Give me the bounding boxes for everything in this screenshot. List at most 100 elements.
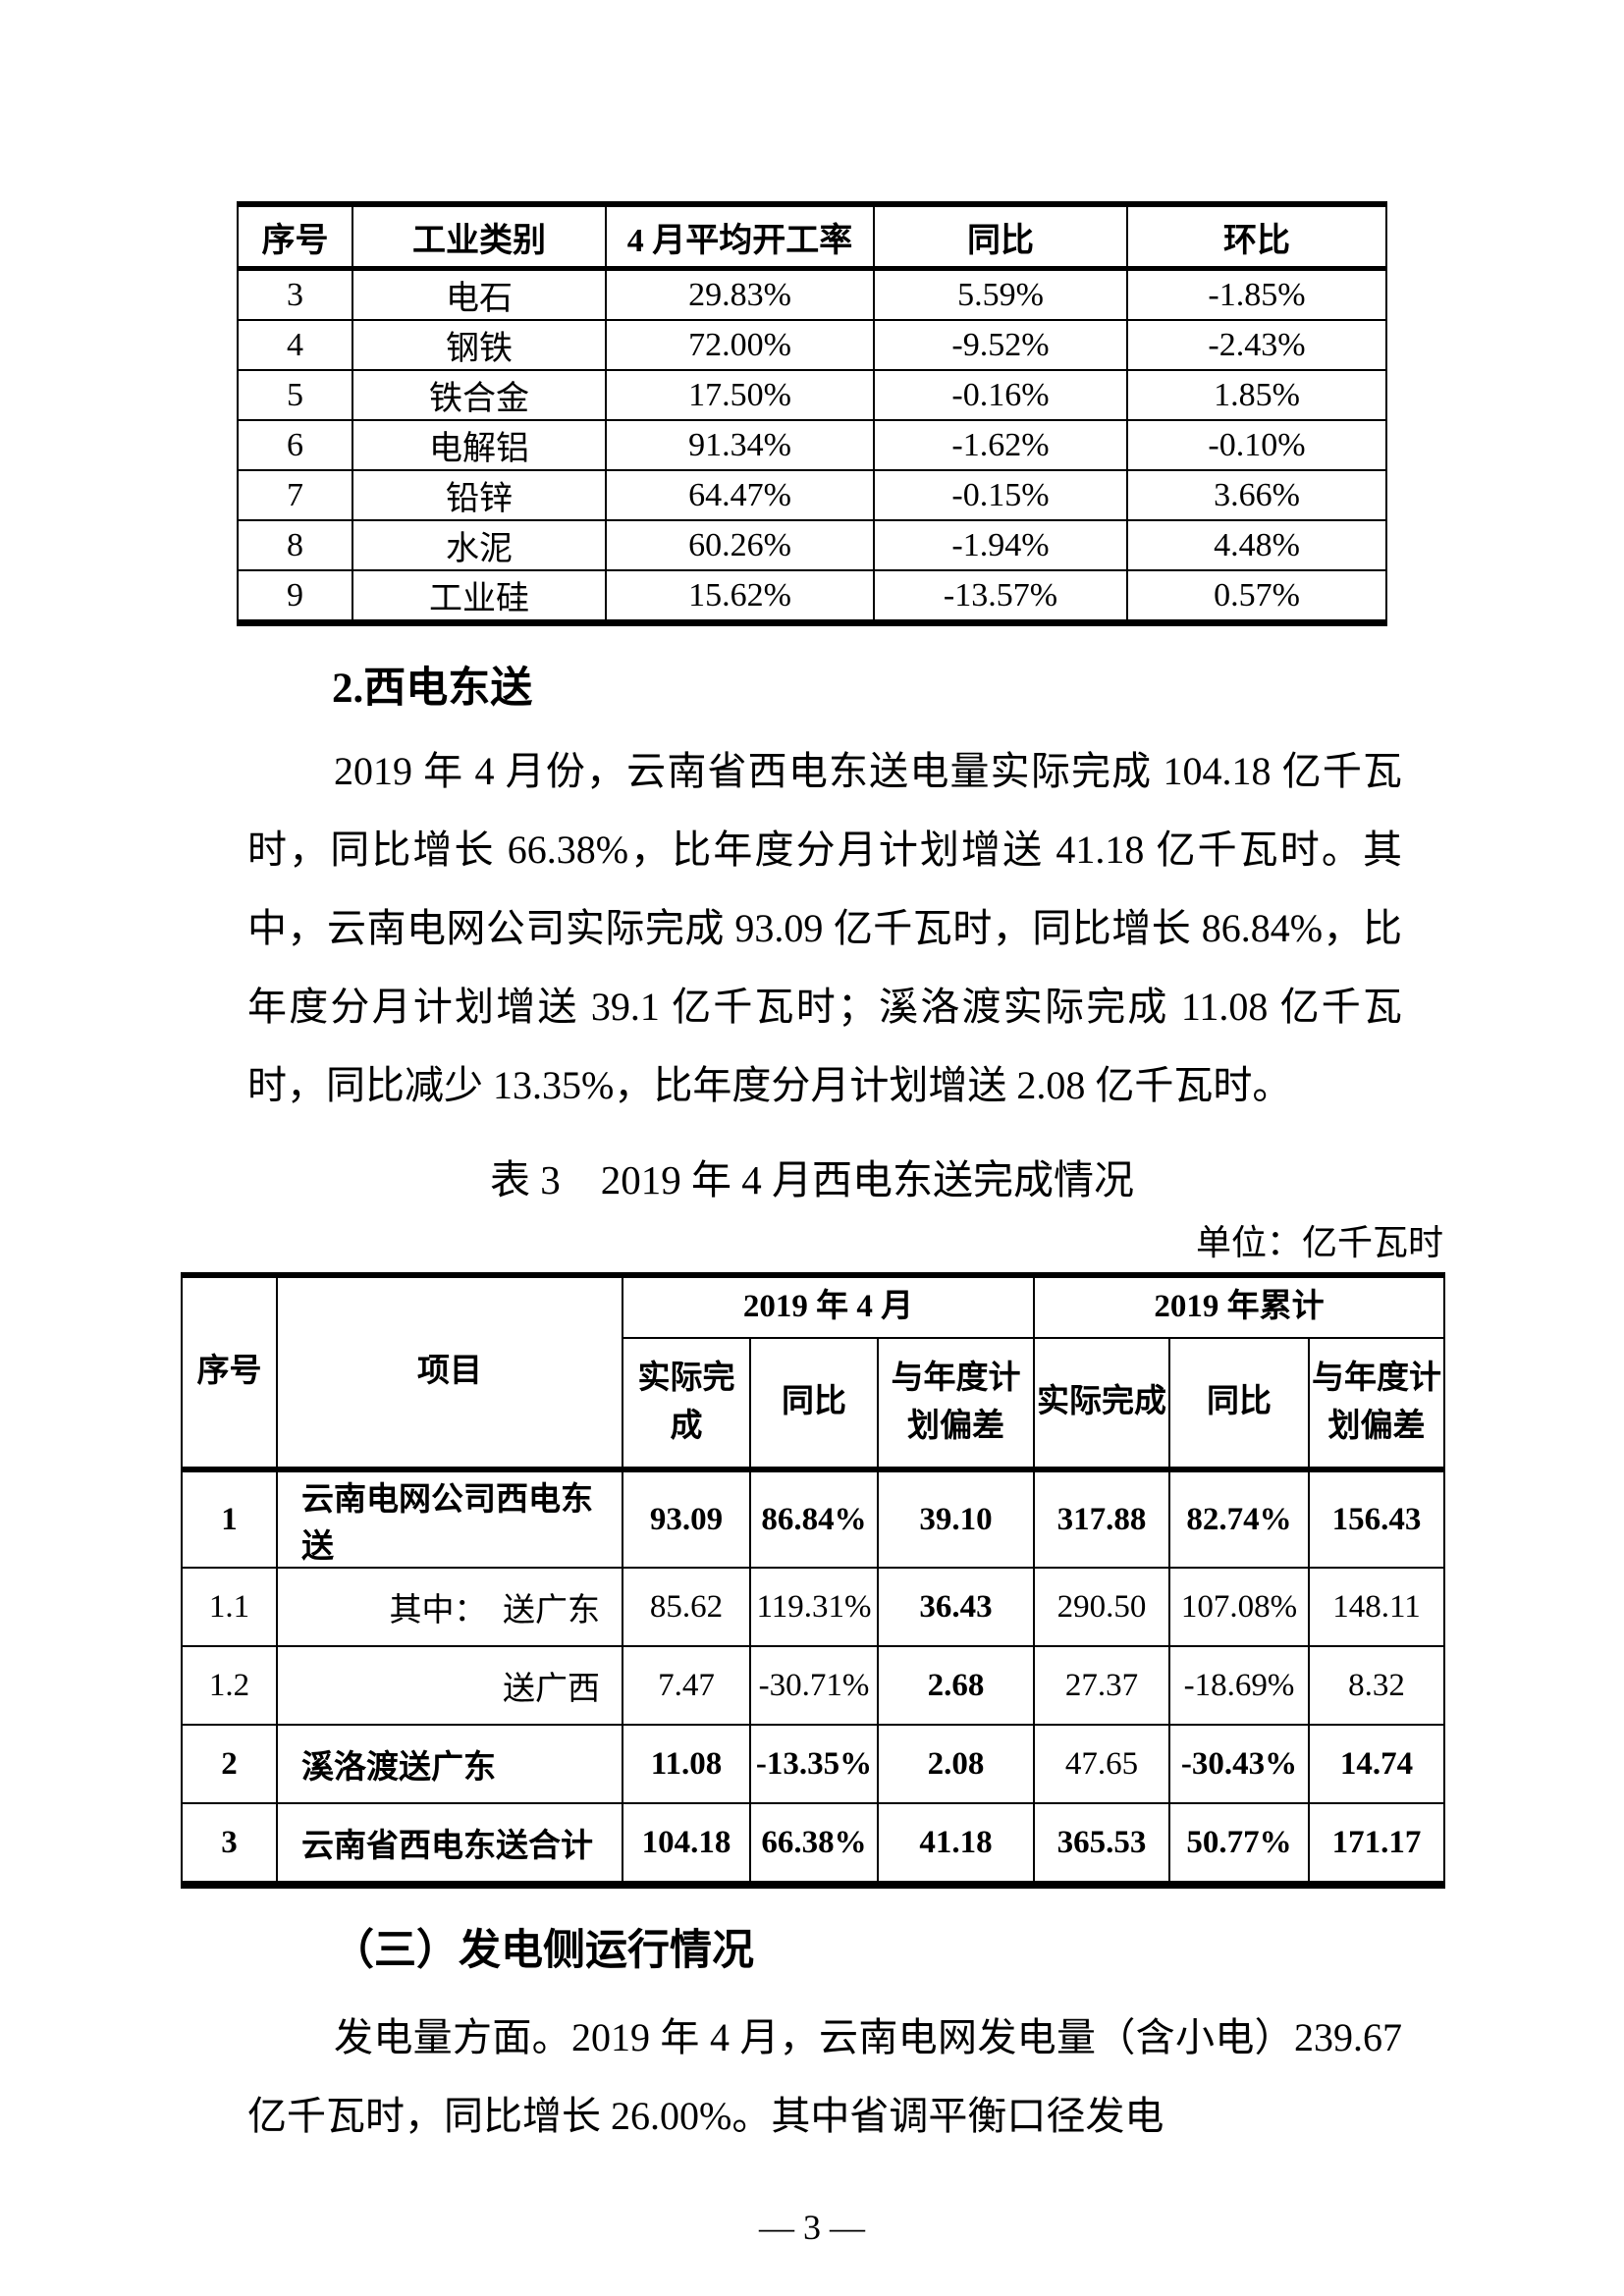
table-cell: 水泥 [352, 519, 607, 571]
page-number: — 3 — [759, 2208, 865, 2247]
value-cell: 27.37 [1033, 1645, 1171, 1726]
west-east-power-table: 序号 项目 2019 年 4 月 2019 年累计 实际完成 同比 与年度计划偏… [181, 1272, 1446, 1889]
row-number-cell: 1.1 [181, 1567, 278, 1647]
value-cell: 119.31% [749, 1567, 879, 1647]
table-cell: 电石 [352, 267, 607, 321]
row-number-cell: 1 [181, 1468, 278, 1569]
table-cell: 钢铁 [352, 319, 607, 371]
table-cell: 0.57% [1126, 569, 1387, 624]
col-header-yoy-cum: 同比 [1168, 1337, 1311, 1472]
value-cell: 39.10 [876, 1468, 1036, 1569]
col-header-plandev-cum: 与年度计划偏差 [1308, 1337, 1446, 1472]
value-cell: 365.53 [1033, 1802, 1171, 1886]
table-row: 7 铅锌 64.47% -0.15% 3.66% [237, 469, 1387, 521]
table-cell: 铁合金 [352, 369, 607, 421]
table-cell: -1.62% [873, 419, 1128, 471]
table-header-row: 序号 工业类别 4 月平均开工率 同比 环比 [237, 203, 1387, 271]
table-row: 5 铁合金 17.50% -0.16% 1.85% [237, 369, 1387, 421]
industry-operating-rate-table: 序号 工业类别 4 月平均开工率 同比 环比 3 电石 29.83% 5.59% -1.… [237, 201, 1387, 626]
table-cell: 17.50% [605, 369, 875, 421]
col-header-rate: 4 月平均开工率 [605, 203, 875, 271]
row-number-cell: 3 [181, 1802, 278, 1886]
col-header-yoy-april: 同比 [749, 1337, 879, 1472]
value-cell: -13.35% [749, 1724, 879, 1804]
col-header-item: 项目 [276, 1274, 623, 1472]
table-row: 3 云南省西电东送合计 104.18 66.38% 41.18 365.53 50.77% 1… [181, 1802, 1446, 1886]
table-cell: 3 [237, 267, 353, 321]
value-cell: 86.84% [749, 1468, 879, 1569]
value-cell: 107.08% [1168, 1567, 1311, 1647]
value-cell: 171.17 [1308, 1802, 1446, 1886]
table-subheader-row: 实际完成 同比 与年度计划偏差 实际完成 同比 与年度计划偏差 [182, 1337, 1446, 1472]
value-cell: -30.43% [1168, 1724, 1311, 1804]
table-cell: 1.85% [1126, 369, 1387, 421]
table-cell: 72.00% [605, 319, 875, 371]
col-header-mom: 环比 [1126, 203, 1387, 271]
table-cell: 电解铝 [352, 419, 607, 471]
table-cell: -1.85% [1126, 267, 1387, 321]
value-cell: 148.11 [1308, 1567, 1446, 1647]
row-item-cell: 其中： 送广东 [276, 1567, 623, 1647]
value-cell: 156.43 [1308, 1468, 1446, 1569]
row-number-cell: 1.2 [181, 1645, 278, 1726]
table-cell: -0.10% [1126, 419, 1387, 471]
row-item-cell: 云南省西电东送合计 [276, 1802, 623, 1886]
table-group-header-row: 序号 项目 2019 年 4 月 2019 年累计 [181, 1274, 1446, 1472]
table-cell: 15.62% [605, 569, 875, 624]
table-cell: 64.47% [605, 469, 875, 521]
west-east-table-body: 1 云南电网公司西电东送 93.09 86.84% 39.10 317.88 82.74% 1… [181, 1468, 1446, 1886]
value-cell: -30.71% [749, 1645, 879, 1726]
table3-title: 表 3 2019 年 4 月西电东送完成情况 [490, 1157, 1134, 1202]
table-cell: 6 [237, 419, 353, 471]
paragraph-west-east-power: 2019 年 4 月份，云南省西电东送电量实际完成 104.18 亿千瓦时，同比… [247, 749, 1402, 1107]
value-cell: 47.65 [1033, 1724, 1171, 1804]
value-cell: 66.38% [749, 1802, 879, 1886]
col-group-april: 2019 年 4 月 [621, 1274, 1036, 1339]
table3-unit-label: 单位：亿千瓦时 [1195, 1223, 1443, 1262]
col-header-no: 序号 [181, 1274, 278, 1472]
table-cell: -13.57% [873, 569, 1128, 624]
table-row: 2 溪洛渡送广东 11.08 -13.35% 2.08 47.65 -30.43% 14.74 [181, 1724, 1446, 1804]
table-cell: 29.83% [605, 267, 875, 321]
table-cell: 5.59% [873, 267, 1128, 321]
table-row: 4 钢铁 72.00% -9.52% -2.43% [237, 319, 1387, 371]
table-row: 3 电石 29.83% 5.59% -1.85% [237, 267, 1387, 321]
table-row: 1.1 其中： 送广东 85.62 119.31% 36.43 290.50 107.08%… [181, 1567, 1446, 1647]
table-cell: -0.16% [873, 369, 1128, 421]
table-row: 6 电解铝 91.34% -1.62% -0.10% [237, 419, 1387, 471]
row-item-cell: 云南电网公司西电东送 [276, 1468, 623, 1569]
value-cell: 85.62 [622, 1567, 751, 1647]
value-cell: 82.74% [1168, 1468, 1311, 1569]
table-cell: -1.94% [873, 519, 1128, 571]
col-header-no: 序号 [237, 203, 353, 271]
table-cell: 工业硅 [352, 569, 607, 624]
value-cell: 36.43 [876, 1567, 1036, 1647]
industry-table-body: 3 电石 29.83% 5.59% -1.85% 4 钢铁 72.00% -9.52% -2.43… [237, 267, 1387, 624]
value-cell: 41.18 [876, 1802, 1036, 1886]
table-cell: 9 [237, 569, 353, 624]
value-cell: 93.09 [622, 1468, 751, 1569]
section-heading-generation-side: （三）发电侧运行情况 [332, 1928, 754, 1974]
col-header-actual-cum: 实际完成 [1033, 1337, 1171, 1472]
table-cell: -9.52% [873, 319, 1128, 371]
value-cell: 2.08 [876, 1724, 1036, 1804]
section-heading-west-east-power: 2.西电东送 [332, 666, 533, 712]
value-cell: 11.08 [622, 1724, 751, 1804]
table-cell: 4.48% [1126, 519, 1387, 571]
value-cell: 2.68 [876, 1645, 1036, 1726]
table-cell: 4 [237, 319, 353, 371]
table-cell: 3.66% [1126, 469, 1387, 521]
value-cell: 14.74 [1308, 1724, 1446, 1804]
table-cell: 8 [237, 519, 353, 571]
row-item-cell: 送广西 [276, 1645, 623, 1726]
col-group-cumulative: 2019 年累计 [1033, 1274, 1446, 1339]
table-cell: 60.26% [605, 519, 875, 571]
value-cell: 8.32 [1308, 1645, 1446, 1726]
value-cell: 104.18 [622, 1802, 751, 1886]
table-row: 1 云南电网公司西电东送 93.09 86.84% 39.10 317.88 82.74% 1… [181, 1468, 1446, 1569]
value-cell: 317.88 [1033, 1468, 1171, 1569]
value-cell: 290.50 [1033, 1567, 1171, 1647]
row-item-cell: 溪洛渡送广东 [276, 1724, 623, 1804]
table-cell: 铅锌 [352, 469, 607, 521]
